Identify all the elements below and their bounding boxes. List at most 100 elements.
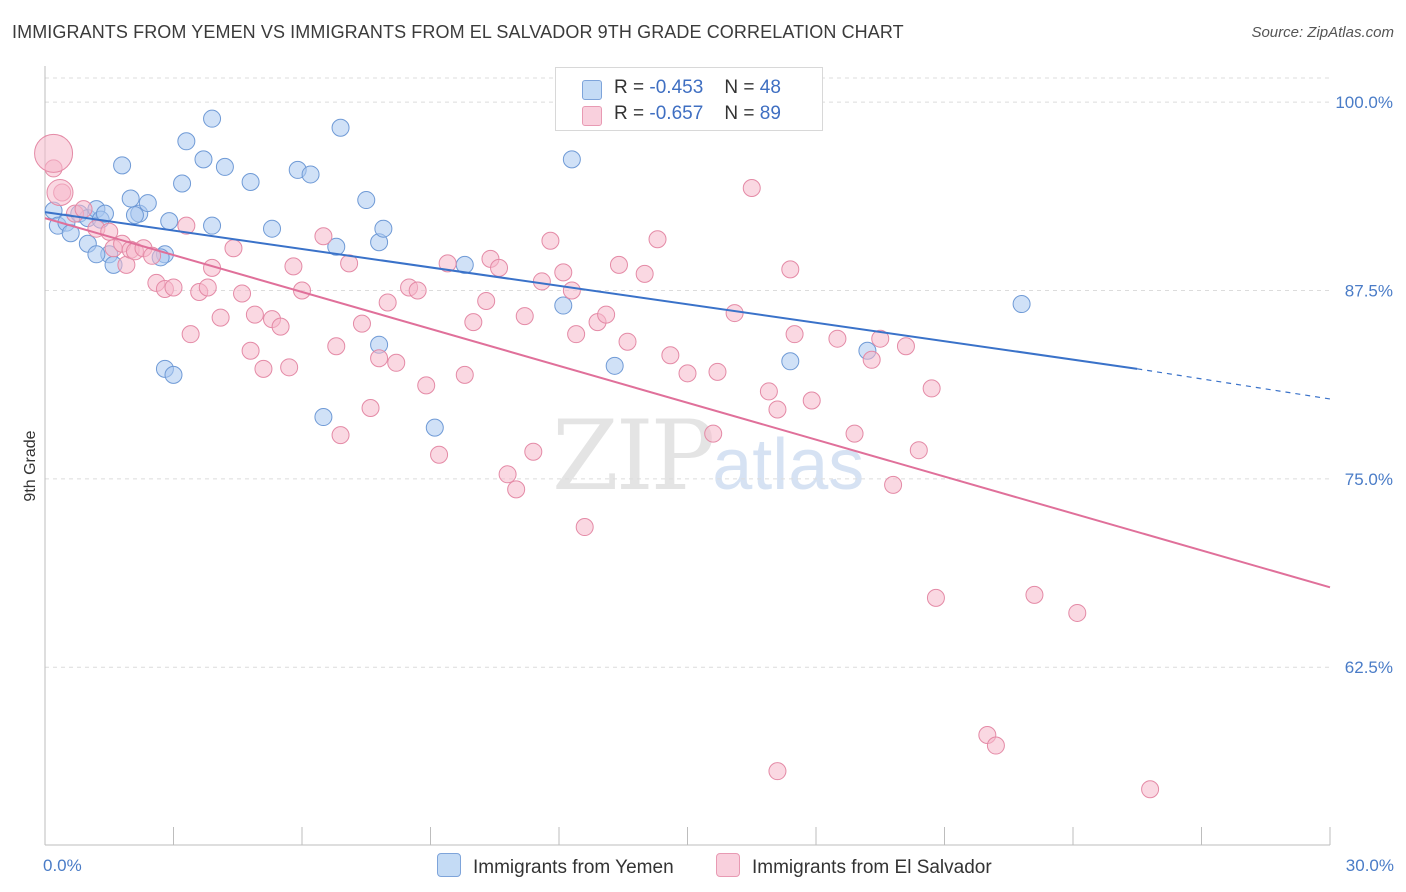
y-tick-label: 75.0%: [1345, 470, 1393, 489]
point-el-salvador: [597, 305, 616, 324]
point-el-salvador: [781, 260, 800, 279]
point-yemen: [87, 245, 106, 264]
stats-r-label: R =: [614, 77, 645, 98]
point-yemen: [562, 150, 581, 169]
x-tick-label: 0.0%: [43, 856, 82, 875]
point-el-salvador: [1025, 585, 1044, 604]
point-el-salvador: [314, 227, 333, 246]
stats-r-value-el-salvador: -0.657: [649, 103, 704, 124]
point-el-salvador: [74, 200, 93, 219]
point-el-salvador: [46, 179, 74, 207]
point-el-salvador: [678, 364, 697, 383]
stats-legend-box: R = -0.453 N = 48 R = -0.657 N = 89: [555, 67, 823, 131]
point-el-salvador: [661, 346, 680, 365]
point-el-salvador: [635, 264, 654, 283]
point-yemen: [327, 237, 346, 256]
legend-swatch-el-salvador: [716, 853, 740, 877]
point-el-salvador: [986, 736, 1005, 755]
watermark-atlas: atlas: [712, 425, 865, 505]
point-el-salvador: [704, 424, 723, 443]
stats-swatch-yemen: [582, 80, 602, 100]
point-el-salvador: [233, 284, 252, 303]
point-el-salvador: [177, 216, 196, 235]
point-el-salvador: [387, 353, 406, 372]
point-el-salvador: [331, 426, 350, 445]
legend-label-el-salvador: Immigrants from El Salvador: [752, 857, 992, 878]
point-el-salvador: [725, 304, 744, 323]
point-el-salvador: [417, 376, 436, 395]
point-yemen: [331, 118, 350, 137]
stats-n-value-el-salvador: 89: [759, 103, 781, 124]
point-yemen: [160, 212, 179, 231]
point-el-salvador: [609, 255, 628, 274]
point-el-salvador: [1141, 780, 1160, 799]
point-el-salvador: [541, 231, 560, 250]
point-el-salvador: [926, 588, 945, 607]
point-el-salvador: [284, 257, 303, 276]
point-yemen: [203, 109, 222, 128]
chart-title: IMMIGRANTS FROM YEMEN VS IMMIGRANTS FROM…: [12, 22, 904, 42]
point-el-salvador: [498, 465, 517, 484]
point-yemen: [1012, 295, 1031, 314]
point-el-salvador: [532, 272, 551, 291]
point-el-salvador: [884, 475, 903, 494]
y-tick-label: 100.0%: [1335, 93, 1393, 112]
point-yemen: [138, 194, 157, 213]
x-tick-label: 30.0%: [1346, 856, 1394, 875]
point-yemen: [95, 204, 114, 223]
point-yemen: [425, 418, 444, 437]
point-el-salvador: [554, 263, 573, 282]
point-el-salvador: [768, 762, 787, 781]
point-el-salvador: [241, 341, 260, 360]
point-el-salvador: [785, 325, 804, 344]
point-el-salvador: [438, 254, 457, 273]
point-el-salvador: [708, 362, 727, 381]
point-el-salvador: [34, 133, 74, 173]
stats-swatch-el-salvador: [582, 106, 602, 126]
point-el-salvador: [143, 246, 162, 265]
point-el-salvador: [759, 382, 778, 401]
point-el-salvador: [408, 281, 427, 300]
point-el-salvador: [768, 400, 787, 419]
point-el-salvador: [352, 314, 371, 333]
source-label: Source: ZipAtlas.com: [1251, 24, 1394, 41]
point-el-salvador: [164, 278, 183, 297]
point-yemen: [301, 165, 320, 184]
legend-item-el-salvador[interactable]: Immigrants from El Salvador: [716, 853, 992, 878]
point-el-salvador: [507, 480, 526, 499]
point-el-salvador: [802, 391, 821, 410]
point-el-salvador: [245, 305, 264, 324]
point-el-salvador: [378, 293, 397, 312]
point-el-salvador: [567, 325, 586, 344]
point-yemen: [203, 216, 222, 235]
point-yemen: [113, 156, 132, 175]
point-yemen: [554, 296, 573, 315]
point-el-salvador: [742, 179, 761, 198]
point-el-salvador: [211, 308, 230, 327]
legend-swatch-yemen: [437, 853, 461, 877]
trendline-yemen-extension: [1137, 368, 1331, 400]
zipatlas-watermark: ZIPatlas: [552, 400, 864, 512]
point-el-salvador: [490, 258, 509, 277]
legend-item-yemen[interactable]: Immigrants from Yemen: [437, 853, 674, 878]
stats-n-label: N =: [724, 103, 755, 124]
point-el-salvador: [464, 313, 483, 332]
stats-n-label: N =: [724, 77, 755, 98]
point-yemen: [263, 219, 282, 238]
point-el-salvador: [871, 329, 890, 348]
point-el-salvador: [524, 442, 543, 461]
point-yemen: [605, 356, 624, 375]
point-el-salvador: [181, 325, 200, 344]
legend-label-yemen: Immigrants from Yemen: [473, 857, 674, 878]
point-el-salvador: [1068, 603, 1087, 622]
point-el-salvador: [361, 399, 380, 418]
point-yemen: [164, 365, 183, 384]
point-el-salvador: [455, 365, 474, 384]
trendline-yemen: [44, 211, 1138, 370]
stats-r-value-yemen: -0.453: [649, 77, 704, 98]
point-el-salvador: [648, 230, 667, 249]
point-el-salvador: [224, 239, 243, 258]
point-el-salvador: [896, 337, 915, 356]
point-el-salvador: [254, 359, 273, 378]
y-tick-label: 62.5%: [1345, 658, 1393, 677]
